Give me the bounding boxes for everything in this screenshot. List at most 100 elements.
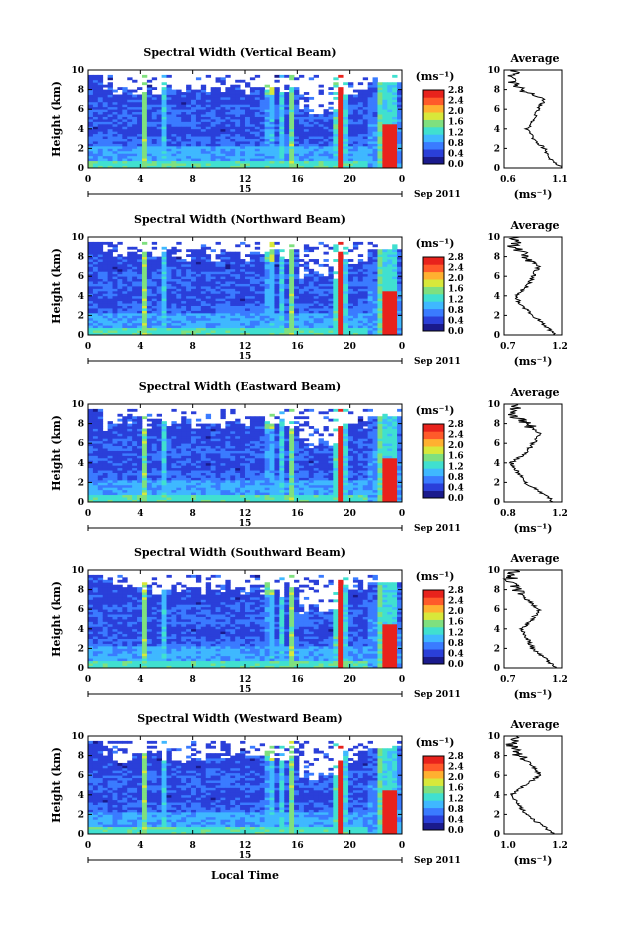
heatmap-cell (318, 320, 324, 324)
heatmap-cell (352, 293, 359, 297)
heatmap-cell (88, 286, 94, 289)
heatmap-cell (372, 158, 378, 162)
heatmap-cell (333, 84, 339, 88)
heatmap-cell (156, 298, 162, 302)
heatmap-cell (97, 443, 104, 447)
heatmap-cell (264, 163, 270, 166)
heatmap-cell (274, 160, 280, 164)
heatmap-cell (240, 290, 246, 294)
heatmap-cell (289, 261, 295, 265)
heatmap-cell (313, 327, 319, 331)
heatmap-cell (289, 249, 295, 253)
heatmap-cell (195, 121, 202, 125)
colorbar-swatch (423, 156, 444, 165)
heatmap-cell (348, 131, 354, 135)
heatmap-cell (132, 126, 138, 130)
heatmap-cell (191, 153, 197, 157)
heatmap-cell (176, 158, 182, 162)
heatmap-cell (279, 155, 285, 159)
heatmap-cell (132, 453, 138, 456)
heatmap-cell (200, 116, 207, 120)
heatmap-cell (88, 89, 94, 93)
heatmap-cell (186, 158, 192, 162)
heatmap-cell (313, 276, 319, 280)
heatmap-cell (88, 416, 94, 420)
heatmap-cell (338, 104, 344, 108)
heatmap-cell (215, 87, 221, 90)
heatmap-cell (289, 278, 295, 282)
heatmap-cell (210, 163, 216, 166)
heatmap-cell (127, 101, 133, 105)
heatmap-cell (245, 109, 251, 113)
heatmap-cell (122, 416, 128, 420)
heatmap-cell (205, 150, 212, 154)
heatmap-cell (88, 281, 94, 284)
heatmap-cell (127, 261, 133, 265)
heatmap-cell (102, 430, 109, 434)
heatmap-cell (235, 141, 241, 144)
heatmap-cell (284, 92, 290, 95)
heatmap-cell (176, 96, 182, 100)
heatmap-cell (352, 322, 359, 326)
heatmap-cell (225, 268, 231, 272)
heatmap-cell (112, 158, 118, 162)
heatmap-cell (382, 99, 388, 103)
heatmap-cell (215, 96, 221, 100)
heatmap-cell (259, 288, 266, 292)
heatmap-cell (377, 310, 383, 314)
heatmap-cell (166, 462, 172, 466)
heatmap-cell (112, 288, 118, 292)
heatmap-cell (132, 416, 138, 420)
heatmap-cell (132, 312, 138, 316)
heatmap-cell (343, 283, 349, 287)
heatmap-cell (235, 104, 241, 108)
heatmap-cell (151, 332, 158, 336)
heatmap-cell (367, 325, 373, 329)
heatmap-cell (367, 160, 373, 164)
heatmap-cell (264, 281, 270, 284)
heatmap-cell (161, 433, 167, 437)
heatmap-cell (200, 312, 207, 316)
heatmap-cell (225, 153, 231, 157)
heatmap-cell (220, 131, 226, 135)
heatmap-cell (156, 104, 162, 108)
heatmap-cell (186, 249, 192, 253)
heatmap-cell (181, 330, 187, 333)
heatmap-cell (171, 273, 177, 277)
heatmap-cell (112, 475, 118, 478)
heatmap-cell (156, 256, 162, 260)
heatmap-cell (156, 288, 162, 292)
heatmap-cell (367, 241, 373, 245)
heatmap-cell (323, 158, 329, 162)
x-tick-label: 4 (137, 342, 143, 352)
heatmap-cell (200, 251, 207, 255)
heatmap-cell (264, 312, 270, 316)
heatmap-cell (294, 327, 300, 331)
heatmap-cell (372, 148, 378, 152)
heatmap-cell (161, 450, 167, 454)
heatmap-cell (235, 300, 241, 304)
heatmap-cell (367, 145, 373, 149)
heatmap-cell (235, 263, 241, 267)
heatmap-cell (274, 143, 280, 147)
heatmap-cell (392, 308, 398, 311)
heatmap-cell (137, 310, 143, 314)
heatmap-cell (313, 261, 319, 265)
heatmap-cell (117, 489, 123, 493)
heatmap-cell (161, 457, 167, 461)
heatmap-cell (392, 327, 398, 331)
heatmap-cell (92, 92, 99, 95)
heatmap-cell (137, 421, 143, 424)
heatmap-cell (141, 251, 148, 255)
heatmap-cell (210, 310, 216, 314)
heatmap-cell (274, 150, 280, 154)
heatmap-cell (318, 290, 324, 294)
heatmap-cell (313, 281, 319, 284)
heatmap-cell (397, 143, 403, 147)
heatmap-cell (294, 116, 300, 120)
heatmap-cell (146, 413, 153, 417)
heatmap-cell (127, 273, 133, 277)
heatmap-cell (88, 131, 94, 135)
heatmap-cell (343, 278, 349, 282)
heatmap-cell (161, 126, 167, 130)
